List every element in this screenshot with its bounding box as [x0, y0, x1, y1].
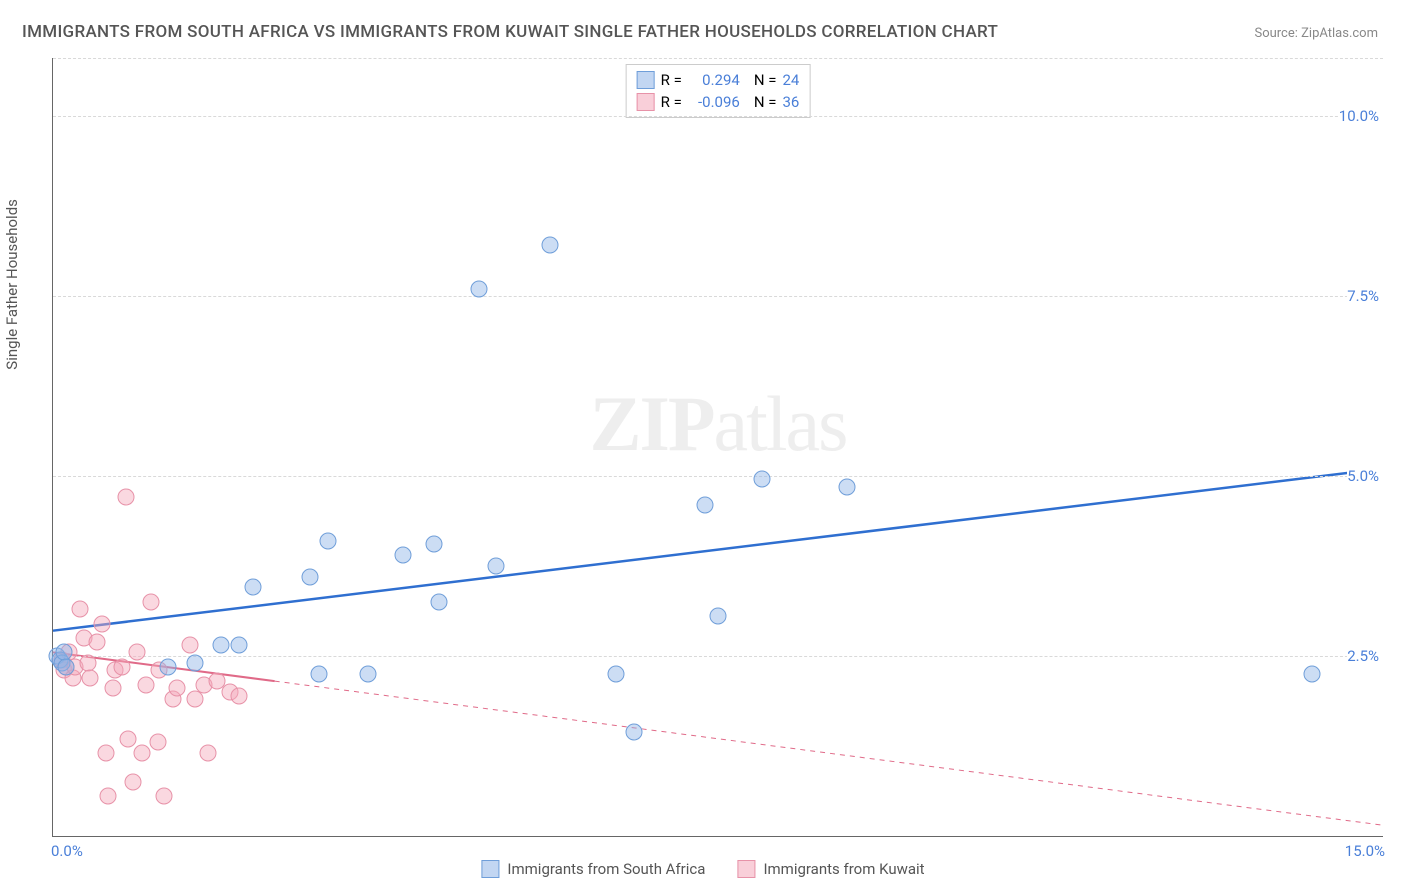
data-point: [710, 608, 727, 625]
data-point: [142, 593, 159, 610]
data-point: [319, 532, 336, 549]
data-point: [149, 734, 166, 751]
data-point: [231, 687, 248, 704]
source-text: Source: ZipAtlas.com: [1254, 26, 1378, 41]
y-tick-label: 10.0%: [1339, 107, 1385, 125]
data-point: [541, 237, 558, 254]
data-point: [1304, 665, 1321, 682]
scatter-plot: ZIPatlas R = 0.294 N = 24 R = -0.096 N =…: [52, 58, 1383, 837]
data-point: [395, 547, 412, 564]
gridline: [53, 476, 1383, 477]
y-tick-label: 7.5%: [1347, 287, 1385, 305]
data-point: [470, 280, 487, 297]
y-tick-label: 2.5%: [1347, 647, 1385, 665]
y-tick-label: 5.0%: [1347, 467, 1385, 485]
data-point: [302, 568, 319, 585]
data-point: [838, 478, 855, 495]
legend-label: Immigrants from Kuwait: [763, 860, 924, 878]
y-axis-label: Single Father Households: [3, 199, 21, 370]
x-tick-label: 15.0%: [1345, 842, 1385, 860]
data-point: [186, 691, 203, 708]
n-value: 24: [782, 71, 799, 89]
data-point: [244, 579, 261, 596]
legend-item-south-africa: Immigrants from South Africa: [481, 860, 705, 878]
swatch-icon: [637, 71, 655, 89]
legend-row-south-africa: R = 0.294 N = 24: [637, 69, 800, 91]
data-point: [58, 658, 75, 675]
data-point: [89, 633, 106, 650]
data-point: [696, 496, 713, 513]
data-point: [625, 723, 642, 740]
swatch-icon: [737, 860, 755, 878]
data-point: [71, 601, 88, 618]
data-point: [488, 557, 505, 574]
gridline: [53, 116, 1383, 117]
legend-row-kuwait: R = -0.096 N = 36: [637, 91, 800, 113]
chart-title: IMMIGRANTS FROM SOUTH AFRICA VS IMMIGRAN…: [22, 22, 998, 42]
data-point: [186, 655, 203, 672]
data-point: [608, 665, 625, 682]
data-point: [98, 745, 115, 762]
data-point: [155, 788, 172, 805]
trend-line-dashed: [275, 681, 1383, 825]
data-point: [311, 665, 328, 682]
data-point: [169, 680, 186, 697]
legend-series: Immigrants from South Africa Immigrants …: [481, 860, 924, 878]
data-point: [93, 615, 110, 632]
r-value: 0.294: [688, 71, 740, 89]
data-point: [182, 637, 199, 654]
data-point: [133, 745, 150, 762]
data-point: [754, 471, 771, 488]
n-value: 36: [782, 93, 799, 111]
data-point: [213, 637, 230, 654]
gridline: [53, 296, 1383, 297]
data-point: [114, 658, 131, 675]
gridline: [53, 58, 1383, 59]
swatch-icon: [637, 93, 655, 111]
data-point: [359, 665, 376, 682]
data-point: [117, 489, 134, 506]
data-point: [426, 536, 443, 553]
data-point: [82, 669, 99, 686]
data-point: [138, 676, 155, 693]
legend-item-kuwait: Immigrants from Kuwait: [737, 860, 924, 878]
legend-correlation: R = 0.294 N = 24 R = -0.096 N = 36: [626, 64, 811, 118]
data-point: [231, 637, 248, 654]
data-point: [129, 644, 146, 661]
data-point: [99, 788, 116, 805]
trend-lines-layer: [53, 58, 1383, 836]
trend-line: [53, 469, 1383, 631]
r-value: -0.096: [688, 93, 740, 111]
data-point: [160, 658, 177, 675]
data-point: [124, 773, 141, 790]
data-point: [200, 745, 217, 762]
data-point: [430, 593, 447, 610]
data-point: [120, 730, 137, 747]
x-tick-label: 0.0%: [51, 842, 83, 860]
legend-label: Immigrants from South Africa: [507, 860, 705, 878]
data-point: [105, 680, 122, 697]
swatch-icon: [481, 860, 499, 878]
gridline: [53, 656, 1383, 657]
